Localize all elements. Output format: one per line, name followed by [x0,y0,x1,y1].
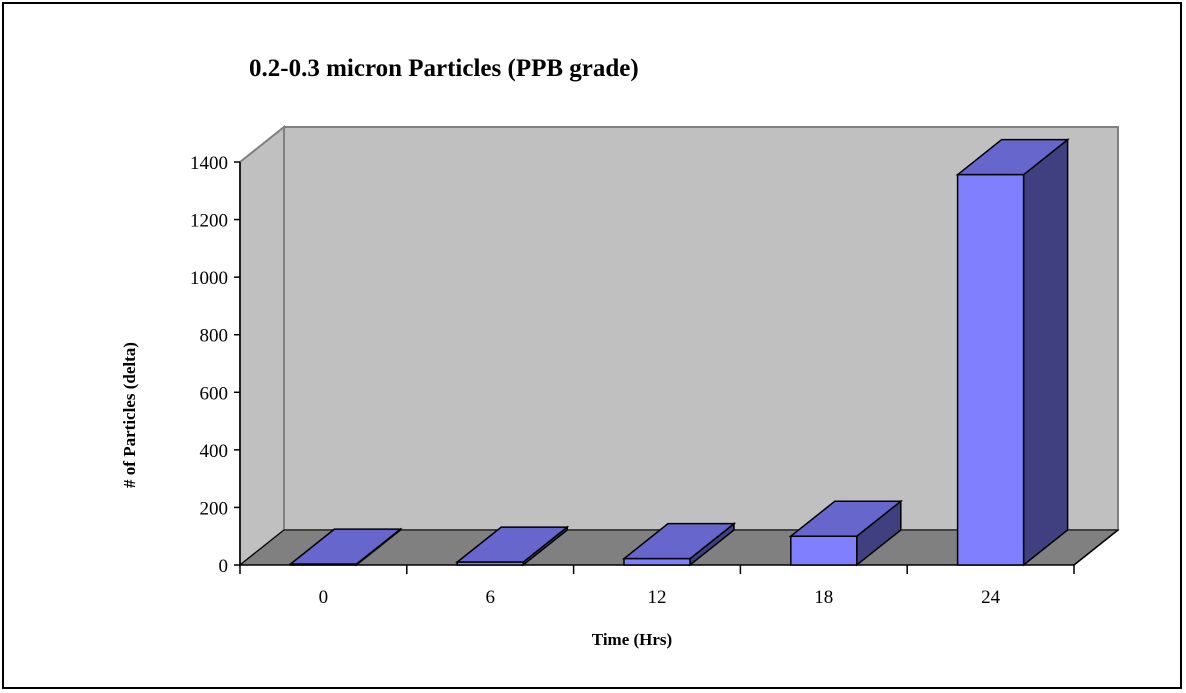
y-tick-label: 0 [219,556,229,577]
x-axis-label: Time (Hrs) [592,630,672,649]
x-tick-label: 18 [814,587,833,608]
y-tick-label: 1000 [190,268,228,289]
x-tick-label: 6 [485,587,495,608]
bar [288,527,403,567]
chart-svg: 0 200 400 600 800 1000 1200 1400 0 6 12 18 24 0.2-0.… [120,55,1120,649]
bar [955,138,1070,567]
bar [455,525,570,567]
floor-right-edge [1073,529,1119,566]
y-tick-label: 1200 [190,211,228,232]
bar [621,522,737,567]
chart-labels: 0 200 400 600 800 1000 1200 1400 0 6 12 18 24 [190,153,1001,608]
bar-front [456,561,524,566]
x-tick-label: 0 [319,587,329,608]
floor-left-edge [239,529,285,566]
side-wall [239,124,285,568]
x-tick-label: 12 [648,587,667,608]
y-tick-label: 400 [200,441,229,462]
x-tick-label: 24 [981,587,1001,608]
bar-front [623,557,691,566]
y-tick-label: 200 [200,498,229,519]
chart-bars [288,138,1070,567]
bar-side [1022,138,1069,567]
chart-title: 0.2-0.3 micron Particles (PPB grade) [249,55,639,82]
y-tick-label: 1400 [190,153,228,174]
bar-front [289,563,358,566]
bar-front [956,173,1025,566]
y-tick-label: 600 [200,383,229,404]
y-axis-label: # of Particles (delta) [120,342,139,488]
y-tick-label: 800 [200,326,229,347]
bar [788,499,903,567]
bar-front [790,535,858,566]
